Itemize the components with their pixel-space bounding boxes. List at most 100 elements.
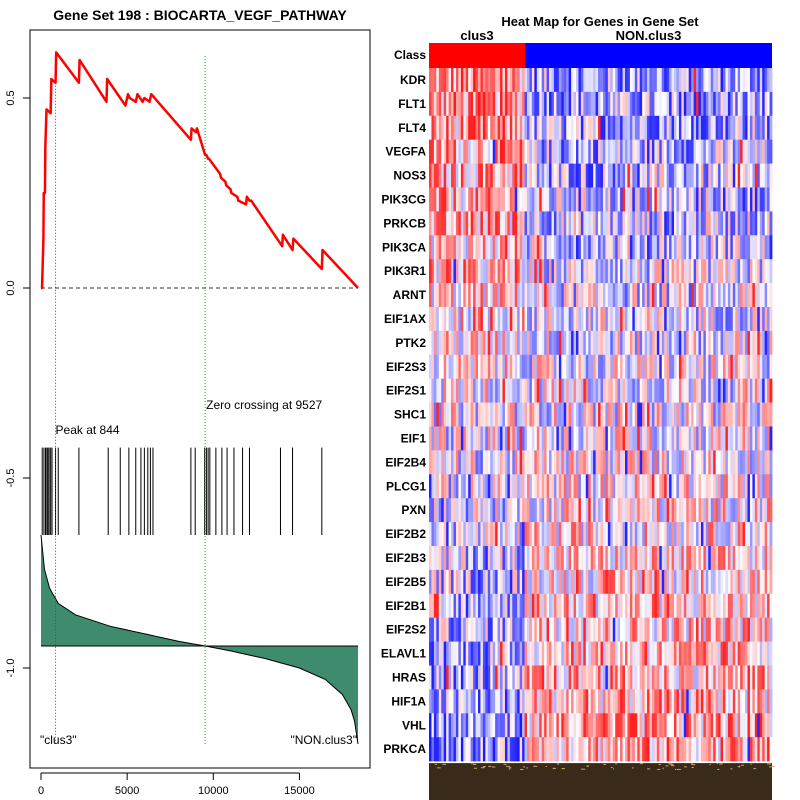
heatmap-cell xyxy=(573,259,577,284)
heatmap-cell xyxy=(502,474,506,499)
heatmap-cell xyxy=(681,283,685,308)
heatmap-cell xyxy=(478,665,481,690)
heatmap-cell xyxy=(767,426,770,451)
heatmap-cell xyxy=(478,689,481,714)
heatmap-cell xyxy=(455,115,459,140)
heatmap-cell xyxy=(595,68,599,93)
heatmap-cell xyxy=(664,641,668,666)
heatmap-cell xyxy=(522,617,525,642)
heatmap-cell xyxy=(759,689,763,714)
heatmap-cell xyxy=(622,450,626,475)
heatmap-cell xyxy=(732,450,736,475)
heatmap-cell xyxy=(607,474,611,499)
heatmap-cell xyxy=(563,259,567,284)
heatmap-cell xyxy=(740,713,743,738)
heatmap-cell xyxy=(553,330,557,356)
heatmap-cell xyxy=(661,139,665,164)
heatmap-cell xyxy=(757,569,761,595)
heatmap-cell xyxy=(465,235,469,260)
annotation-strip-mark xyxy=(545,766,547,767)
heatmap-cell xyxy=(465,689,469,714)
heatmap-cell xyxy=(502,139,506,164)
heatmap-cell xyxy=(578,498,582,523)
heatmap-cell xyxy=(451,426,454,451)
heatmap-cell xyxy=(683,402,687,427)
heatmap-cell xyxy=(460,330,464,356)
heatmap-cell xyxy=(443,546,447,571)
heatmap-cell xyxy=(431,498,435,523)
heatmap-cell xyxy=(509,426,513,451)
heatmap-cell xyxy=(453,522,457,547)
heatmap-cell xyxy=(754,330,758,356)
heatmap-cell xyxy=(644,91,648,117)
heatmap-cell xyxy=(730,546,734,571)
heatmap-cell xyxy=(485,259,489,284)
heatmap-cell xyxy=(485,713,489,738)
heatmap-cell xyxy=(698,569,702,595)
heatmap-cell xyxy=(767,450,770,475)
heatmap-cell xyxy=(615,450,619,475)
heatmap-cell xyxy=(460,474,464,499)
heatmap-cell xyxy=(605,426,609,451)
heatmap-cell xyxy=(676,211,680,236)
heatmap-cell xyxy=(651,641,655,666)
heatmap-cell xyxy=(710,211,714,236)
heatmap-cell xyxy=(531,307,535,332)
heatmap-cell xyxy=(593,402,596,427)
heatmap-cell xyxy=(585,569,589,595)
heatmap-cell xyxy=(431,713,435,738)
heatmap-cell xyxy=(615,498,619,523)
heatmap-cell xyxy=(669,450,672,475)
heatmap-cell xyxy=(595,259,599,284)
heatmap-cell xyxy=(433,307,437,332)
heatmap-cell xyxy=(463,211,467,236)
heatmap-cell xyxy=(600,617,604,642)
heatmap-cell xyxy=(446,593,449,618)
heatmap-cell xyxy=(485,522,489,547)
heatmap-cell xyxy=(713,689,717,714)
heatmap-cell xyxy=(497,737,501,762)
heatmap-cell xyxy=(749,665,753,690)
heatmap-cell xyxy=(588,426,592,451)
heatmap-cell xyxy=(710,68,714,93)
heatmap-cell xyxy=(666,187,670,212)
heatmap-cell xyxy=(504,378,508,403)
heatmap-cell xyxy=(487,354,491,379)
heatmap-cell xyxy=(544,330,547,356)
heatmap-cell xyxy=(759,713,763,738)
heatmap-cell xyxy=(504,641,508,666)
heatmap-cell xyxy=(710,593,714,618)
heatmap-cell xyxy=(458,187,462,212)
heatmap-cell xyxy=(563,546,567,571)
heatmap-cell xyxy=(480,522,484,547)
heatmap-cell xyxy=(703,378,707,403)
heatmap-cell xyxy=(566,163,570,188)
heatmap-cell xyxy=(536,498,540,523)
heatmap-cell xyxy=(715,689,719,714)
heatmap-cell xyxy=(460,737,464,762)
heatmap-cell xyxy=(590,665,594,690)
heatmap-cell xyxy=(764,474,768,499)
heatmap-cell xyxy=(610,689,614,714)
heatmap-cell xyxy=(639,617,643,642)
heatmap-cell xyxy=(514,235,518,260)
heatmap-cell xyxy=(549,498,552,523)
heatmap-cell xyxy=(617,163,621,188)
heatmap-cell xyxy=(593,283,596,308)
heatmap-cell xyxy=(659,259,663,284)
annotation-strip-mark xyxy=(488,765,492,767)
heatmap-cell xyxy=(478,330,481,356)
heatmap-cell xyxy=(607,91,611,117)
heatmap-cell xyxy=(495,450,498,475)
heatmap-cell xyxy=(674,187,677,212)
heatmap-cell xyxy=(654,283,658,308)
heatmap-cell xyxy=(453,283,457,308)
heatmap-cell xyxy=(740,426,743,451)
heatmap-cell xyxy=(583,354,587,379)
heatmap-cell xyxy=(615,115,619,140)
heatmap-cell xyxy=(509,139,513,164)
heatmap-cell xyxy=(693,115,697,140)
heatmap-cell xyxy=(580,737,584,762)
heatmap-cell xyxy=(767,569,770,595)
heatmap-cell xyxy=(747,68,751,93)
